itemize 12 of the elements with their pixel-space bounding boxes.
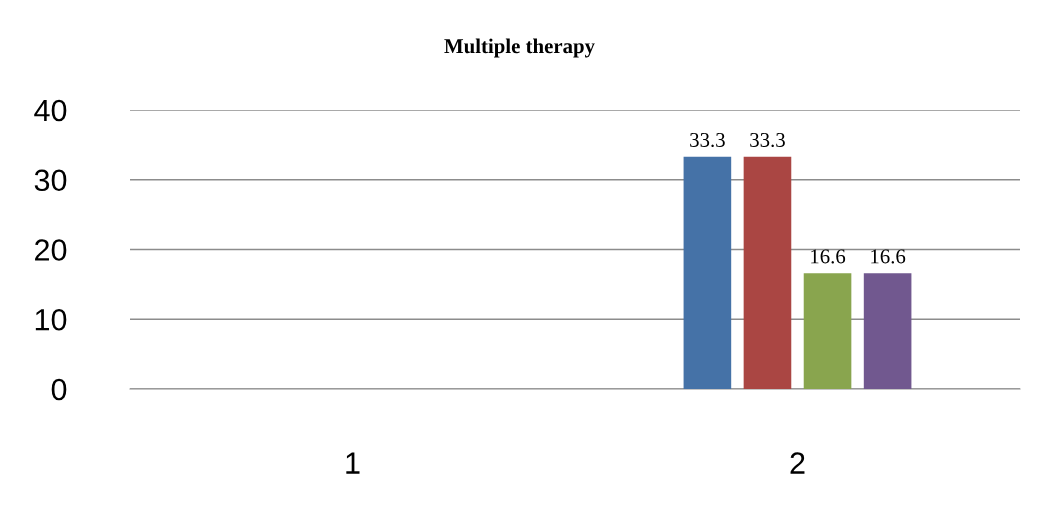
data-label: 16.6: [811, 249, 846, 264]
data-label: 33.3: [750, 132, 785, 148]
chart-title: Multiple therapy: [444, 38, 595, 58]
y-tick-label: 10: [35, 308, 67, 331]
data-label: 33.3: [690, 132, 725, 148]
y-tick-label: 30: [34, 169, 67, 192]
x-tick-label: 2: [790, 452, 805, 474]
y-tick-label: 40: [34, 99, 67, 122]
x-tick-label: 1: [346, 452, 360, 474]
y-tick-label: 0: [51, 378, 67, 401]
y-tick-label: 20: [35, 239, 67, 261]
data-label: 16.6: [871, 249, 906, 264]
